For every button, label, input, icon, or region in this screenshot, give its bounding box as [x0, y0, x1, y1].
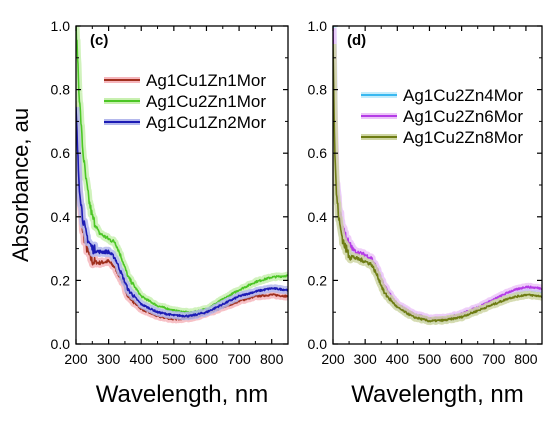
- y-tick-label: 0.2: [51, 272, 71, 288]
- series-band-Ag1Cu2Zn6Mor: [333, 28, 542, 323]
- panel-label: (d): [347, 32, 366, 49]
- legend-label: Ag1Cu1Zn1Mor: [146, 71, 266, 90]
- y-tick-label: 1.0: [308, 18, 328, 34]
- x-tick-label: 500: [162, 351, 186, 367]
- legend-label: Ag1Cu2Zn6Mor: [403, 107, 523, 126]
- series-line-Ag1Cu2Zn8Mor: [333, 43, 542, 323]
- legend-label: Ag1Cu2Zn1Mor: [146, 92, 266, 111]
- y-tick-label: 0.8: [51, 82, 71, 98]
- y-tick-label: 0.8: [308, 82, 328, 98]
- panel-label: (c): [90, 32, 108, 49]
- y-tick-label: 0.4: [51, 209, 71, 225]
- panel-c: 200 300 400 500 600 700 800 0.0 0.2 0.4 0.6 0.8 1.0 (…: [8, 18, 289, 408]
- y-axis-title: Absorbance, au: [8, 108, 33, 262]
- x-tick-label: 500: [418, 351, 442, 367]
- x-tick-label: 700: [227, 351, 251, 367]
- x-tick-label: 800: [260, 351, 284, 367]
- series-band-Ag1Cu2Zn1Mor: [76, 26, 288, 317]
- series-line-Ag1Cu2Zn6Mor: [333, 28, 542, 320]
- series-line-Ag1Cu2Zn1Mor: [76, 26, 288, 315]
- x-tick-label: 300: [97, 351, 121, 367]
- x-tick-label: 400: [130, 351, 154, 367]
- y-tick-label: 0.4: [308, 209, 328, 225]
- x-tick-label: 700: [482, 351, 506, 367]
- y-tick-label: 0.2: [308, 272, 328, 288]
- plot-area: [76, 26, 288, 324]
- panel-d: 200 300 400 500 600 700 800 0.0 0.2 0.4 0.6 0.8 1.0 (…: [308, 18, 543, 408]
- series-line-Ag1Cu1Zn2Mor: [76, 107, 288, 318]
- x-tick-label: 200: [64, 351, 88, 367]
- y-tick-label: 0.0: [308, 336, 328, 352]
- legend-label: Ag1Cu2Zn8Mor: [403, 128, 523, 147]
- y-tick-label: 0.6: [51, 145, 71, 161]
- y-tick-label: 0.6: [308, 145, 328, 161]
- series-band-Ag1Cu1Zn1Mor: [76, 100, 288, 324]
- legend-label: Ag1Cu2Zn4Mor: [403, 86, 523, 105]
- x-tick-label: 600: [450, 351, 474, 367]
- y-tick-label: 1.0: [51, 18, 71, 34]
- x-tick-label: 300: [353, 351, 377, 367]
- x-tick-label: 600: [195, 351, 219, 367]
- series-line-Ag1Cu2Zn4Mor: [333, 26, 542, 322]
- plot-area: [333, 26, 542, 326]
- x-axis-title: Wavelength, nm: [351, 381, 524, 408]
- x-axis-title: Wavelength, nm: [96, 381, 269, 408]
- y-tick-label: 0.0: [51, 336, 71, 352]
- legend-label: Ag1Cu1Zn2Mor: [146, 113, 266, 132]
- series-band-Ag1Cu2Zn4Mor: [333, 26, 542, 325]
- x-tick-label: 400: [386, 351, 410, 367]
- legend: Ag1Cu2Zn4Mor Ag1Cu2Zn6Mor Ag1Cu2Zn8Mor: [361, 86, 523, 147]
- x-tick-label: 800: [514, 351, 538, 367]
- legend: Ag1Cu1Zn1Mor Ag1Cu2Zn1Mor Ag1Cu1Zn2Mor: [104, 71, 266, 132]
- x-tick-label: 200: [321, 351, 345, 367]
- series-line-Ag1Cu1Zn1Mor: [76, 100, 288, 321]
